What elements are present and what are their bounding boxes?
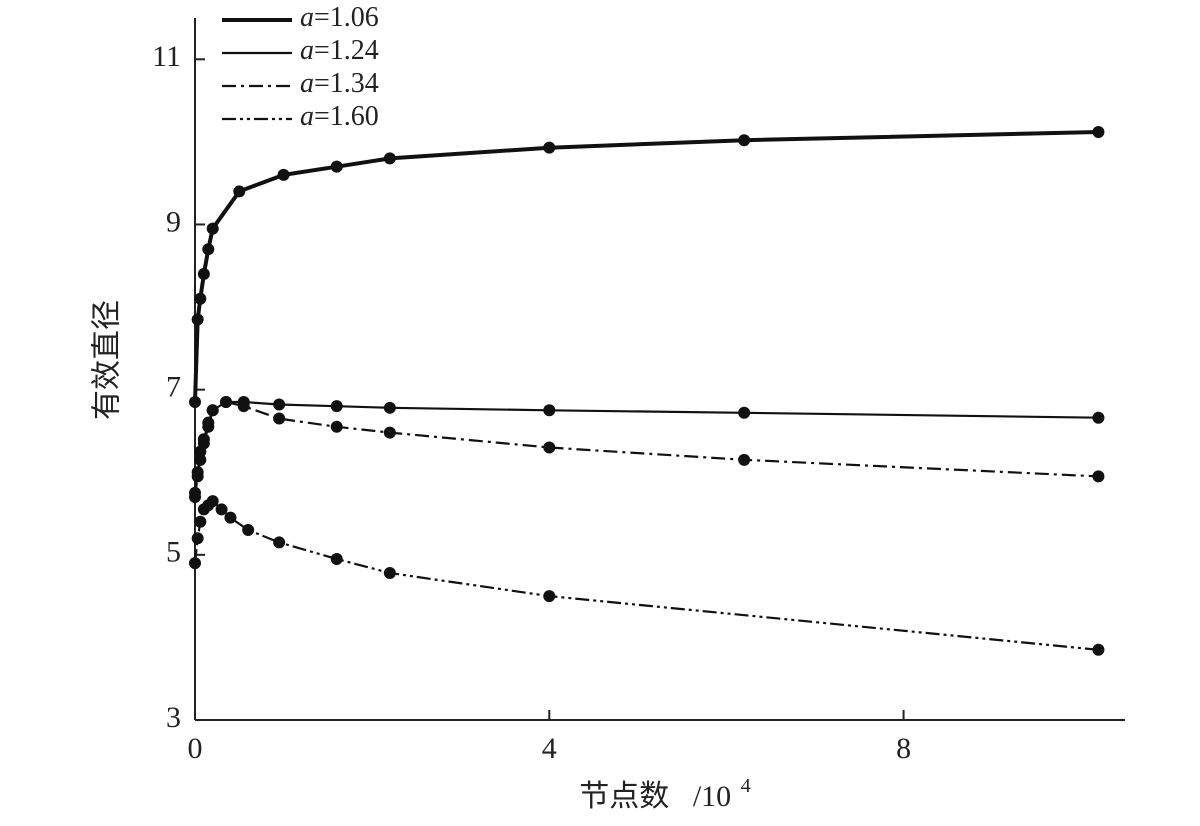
data-point <box>194 292 207 305</box>
legend-variable: a <box>300 35 314 66</box>
data-point <box>224 511 237 524</box>
data-point <box>206 222 219 235</box>
series-2 <box>189 396 1105 499</box>
series-layer <box>189 125 1105 656</box>
data-point <box>242 524 255 537</box>
data-point <box>738 406 751 419</box>
data-point <box>543 404 556 417</box>
data-point <box>1092 470 1105 483</box>
data-point <box>197 268 210 281</box>
data-point <box>215 503 228 516</box>
data-point <box>194 515 207 528</box>
data-point <box>543 141 556 154</box>
x-axis-title-text: 节点数 <box>579 779 669 814</box>
legend-variable: a <box>300 68 314 99</box>
data-point <box>237 400 250 413</box>
legend: a=1.06a=1.24a=1.34a=1.60 <box>222 2 379 132</box>
legend-value: =1.24 <box>314 35 379 66</box>
legend-variable: a <box>300 101 314 132</box>
data-point <box>191 532 204 545</box>
data-point <box>191 470 204 483</box>
data-point <box>273 398 286 411</box>
data-point <box>1092 643 1105 656</box>
data-point <box>330 400 343 413</box>
data-point <box>330 160 343 173</box>
y-tick-label: 9 <box>166 205 181 238</box>
y-tick-label: 5 <box>166 536 181 569</box>
series-4 <box>189 495 1105 656</box>
data-point <box>233 185 246 198</box>
data-point <box>273 536 286 549</box>
data-point <box>1092 125 1105 138</box>
legend-value: =1.34 <box>314 68 379 99</box>
x-ticks: 0 4 8 <box>188 710 911 765</box>
data-point <box>383 566 396 579</box>
data-point <box>189 557 201 570</box>
data-point <box>330 420 343 433</box>
series-1 <box>189 125 1105 409</box>
data-point <box>189 396 201 409</box>
legend-value: =1.06 <box>314 2 379 33</box>
data-point <box>273 412 286 425</box>
data-point <box>206 495 219 508</box>
data-point <box>738 453 751 466</box>
y-ticks: 3 5 7 9 11 <box>152 40 205 734</box>
series-line <box>193 400 1099 494</box>
data-point <box>197 437 210 450</box>
legend-label: a=1.06 <box>300 2 379 33</box>
legend-label: a=1.34 <box>300 68 379 99</box>
data-point <box>383 426 396 439</box>
series-line <box>193 500 1099 651</box>
y-tick-label: 11 <box>152 40 181 73</box>
legend-label: a=1.24 <box>300 35 379 66</box>
x-axis-unit-exponent: 4 <box>741 775 751 797</box>
data-point <box>330 552 343 565</box>
data-point <box>277 168 290 181</box>
legend-value: =1.60 <box>314 101 379 132</box>
y-tick-label: 3 <box>166 701 181 734</box>
data-point <box>194 453 207 466</box>
legend-variable: a <box>300 2 314 33</box>
series-3 <box>189 396 1105 504</box>
data-point <box>738 134 751 147</box>
y-axis-title: 有效直径 <box>90 300 125 420</box>
x-axis-unit: /10 <box>693 780 731 813</box>
x-tick-label: 0 <box>188 732 203 765</box>
x-axis-title: 节点数 /10 4 <box>579 775 750 814</box>
x-tick-label: 8 <box>896 732 911 765</box>
data-point <box>383 401 396 414</box>
data-point <box>206 404 219 417</box>
y-tick-label: 7 <box>166 371 181 404</box>
data-point <box>1092 411 1105 424</box>
data-point <box>383 152 396 165</box>
data-point <box>543 441 556 454</box>
data-point <box>220 396 232 409</box>
x-tick-label: 4 <box>542 732 557 765</box>
data-point <box>189 491 201 504</box>
data-point <box>202 243 215 256</box>
data-point <box>543 590 556 603</box>
data-point <box>191 313 204 326</box>
series-line <box>193 130 1099 403</box>
legend-label: a=1.60 <box>300 101 379 132</box>
data-point <box>202 420 215 433</box>
